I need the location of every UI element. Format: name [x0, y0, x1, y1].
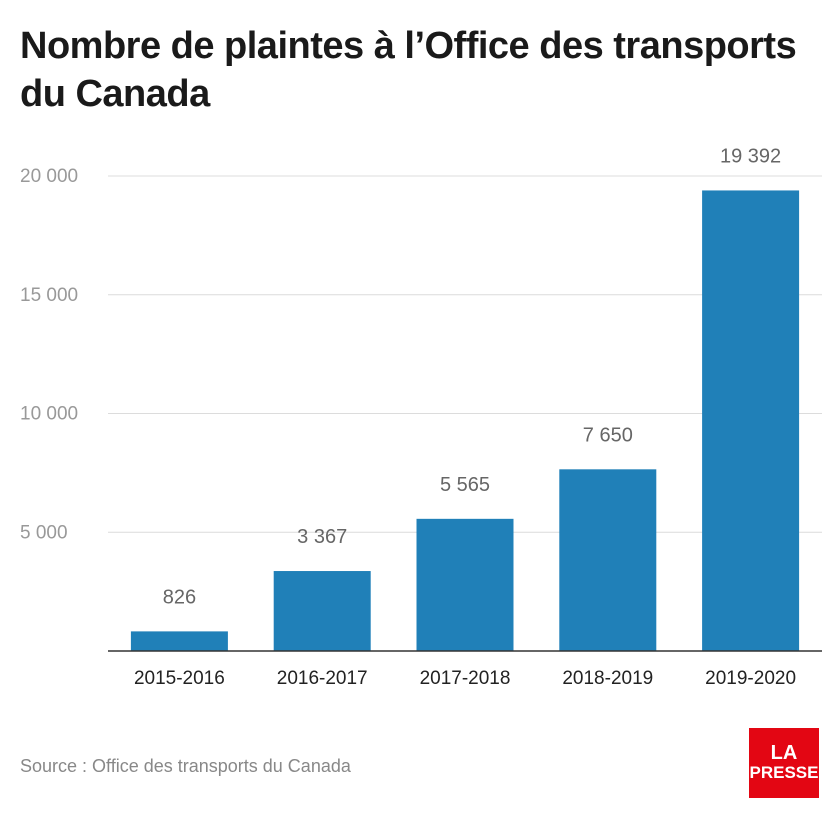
y-tick-label: 5 000: [20, 522, 68, 543]
y-tick-label: 15 000: [20, 285, 78, 306]
bar-chart: 5 000 10 000 15 000 20 000 826 2015-2016 3 367…: [20, 145, 822, 689]
bar-value-label: 3 367: [297, 526, 347, 548]
bar: [702, 190, 800, 651]
bar-value-label: 7 650: [583, 424, 633, 446]
chart-title: Nombre de plaintes à l’Office des transp…: [20, 25, 797, 115]
x-tick-label: 2018-2019: [562, 668, 653, 689]
x-tick-label: 2017-2018: [420, 668, 511, 689]
bar: [416, 518, 514, 651]
source-note: Source : Office des transports du Canada: [20, 756, 351, 776]
la-presse-logo: LA PRESSE: [749, 728, 819, 798]
logo-text-line1: LA: [770, 742, 798, 764]
x-tick-label: 2019-2020: [705, 668, 796, 689]
y-tick-label: 10 000: [20, 404, 78, 425]
logo-text-line2: PRESSE: [749, 763, 819, 782]
bar: [559, 469, 657, 651]
bar-value-label: 5 565: [440, 474, 490, 496]
x-tick-label: 2015-2016: [134, 668, 225, 689]
bar-value-label: 826: [163, 586, 196, 608]
bar: [273, 571, 371, 651]
y-tick-label: 20 000: [20, 166, 78, 187]
x-tick-label: 2016-2017: [277, 668, 368, 689]
bar: [130, 631, 228, 651]
bar-value-label: 19 392: [720, 145, 781, 167]
